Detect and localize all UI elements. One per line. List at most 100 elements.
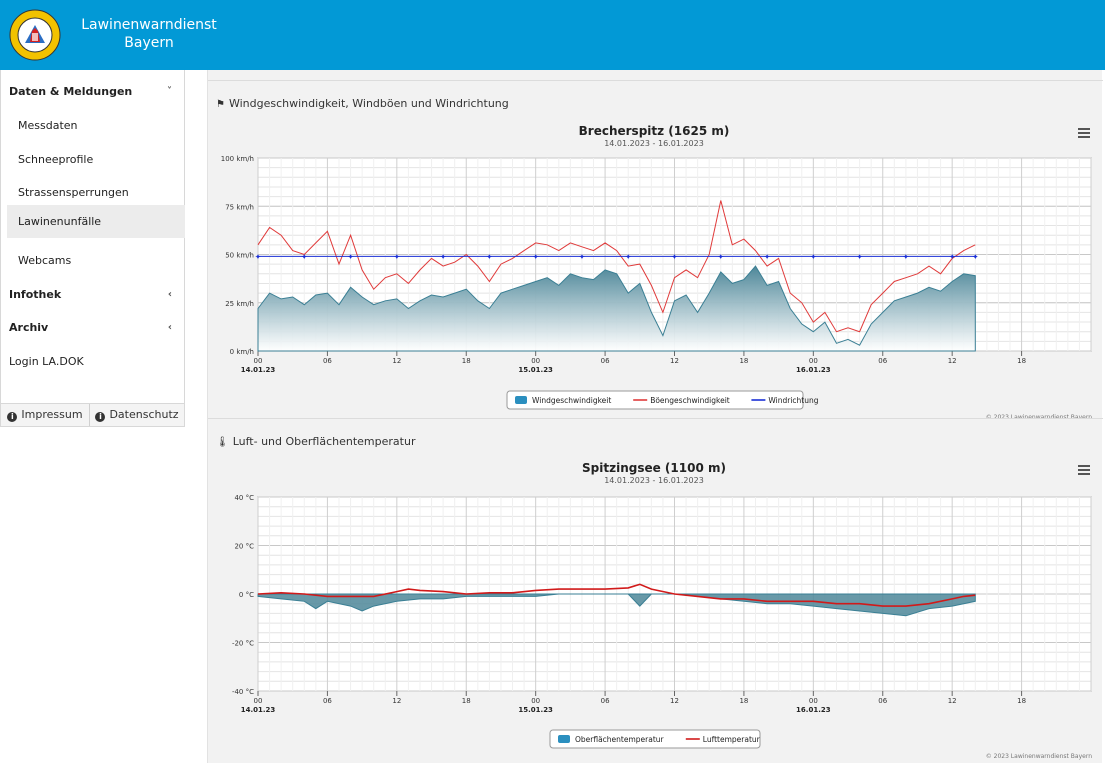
legend-swatch [515, 396, 527, 404]
x-date-label: 14.01.23 [241, 366, 276, 374]
y-tick-label: 75 km/h [225, 203, 254, 211]
sidebar-item-login-ladok[interactable]: Login LA.DOK [1, 345, 184, 378]
wind-direction-marker: ✦ [903, 252, 910, 261]
site-title-line1: Lawinenwarndienst [81, 17, 217, 33]
chart-menu-icon[interactable] [1078, 128, 1090, 138]
y-tick-label: 0 km/h [230, 348, 254, 356]
x-tick-label: 12 [392, 357, 401, 365]
x-date-label: 16.01.23 [796, 706, 831, 714]
lawinenwarndienst-logo[interactable] [9, 9, 61, 61]
x-tick-label: 00 [809, 697, 818, 705]
legend-label: Windgeschwindigkeit [532, 396, 611, 405]
x-date-label: 15.01.23 [518, 706, 553, 714]
series-line-1 [257, 583, 976, 607]
wind-direction-marker: ✦ [972, 252, 979, 261]
wind-direction-marker: ✦ [856, 252, 863, 261]
menu-bar [1078, 465, 1090, 467]
x-tick-label: 12 [948, 697, 957, 705]
chart-title: Brecherspitz (1625 m) [579, 124, 730, 138]
impressum-label: Impressum [21, 408, 83, 421]
sidebar-item-schneeprofile[interactable]: Schneeprofile [1, 143, 184, 176]
sidebar-item-label: Login LA.DOK [9, 355, 84, 368]
sidebar-item-label: Schneeprofile [18, 153, 94, 166]
chart-subtitle: 14.01.2023 - 16.01.2023 [604, 476, 704, 485]
wind-section-title: ⚑ Windgeschwindigkeit, Windböen und Windr… [216, 97, 509, 110]
legend-item[interactable]: Böengeschwindigkeit [633, 396, 730, 405]
x-tick-label: 06 [323, 697, 332, 705]
x-tick-label: 18 [739, 697, 748, 705]
x-tick-label: 00 [254, 697, 263, 705]
wind-section-label: Windgeschwindigkeit, Windböen und Windri… [228, 97, 509, 110]
wind-chart[interactable]: Brecherspitz (1625 m)14.01.2023 - 16.01.… [208, 118, 1101, 418]
sidebar-footer: i Impressum i Datenschutz [1, 403, 184, 426]
wind-direction-marker: ✦ [764, 252, 771, 261]
x-tick-label: 00 [254, 357, 263, 365]
y-tick-label: -20 °C [232, 640, 254, 648]
x-tick-label: 18 [1017, 697, 1026, 705]
x-date-label: 15.01.23 [518, 366, 553, 374]
divider [208, 418, 1103, 419]
sidebar-item-infothek[interactable]: Infothek ‹ [1, 278, 184, 311]
x-tick-label: 06 [601, 697, 610, 705]
x-tick-label: 18 [1017, 357, 1026, 365]
datenschutz-label: Datenschutz [109, 408, 179, 421]
flag-icon: ⚑ [216, 99, 225, 110]
sidebar-item-daten-meldungen[interactable]: Daten & Meldungen ˅ [1, 75, 184, 108]
legend-label: Böengeschwindigkeit [650, 396, 730, 405]
impressum-link[interactable]: i Impressum [1, 404, 90, 426]
y-tick-label: 40 °C [234, 494, 254, 502]
wind-direction-marker: ✦ [255, 252, 262, 261]
x-tick-label: 06 [878, 357, 887, 365]
sidebar-item-lawinenunfaelle[interactable]: Lawinenunfälle [7, 205, 185, 238]
legend-item[interactable]: Oberflächentemperatur [558, 735, 665, 744]
wind-direction-marker: ✦ [810, 252, 817, 261]
series-area-0 [257, 593, 976, 617]
sidebar-item-messdaten[interactable]: Messdaten [1, 109, 184, 142]
x-tick-label: 12 [670, 697, 679, 705]
legend-box [506, 390, 804, 410]
site-title[interactable]: Lawinenwarndienst Bayern [74, 16, 224, 52]
x-tick-label: 00 [809, 357, 818, 365]
wind-direction-marker: ✦ [579, 252, 586, 261]
main-content: ⚑ Windgeschwindigkeit, Windböen und Windr… [207, 70, 1103, 763]
sidebar-item-label: Messdaten [18, 119, 78, 132]
sidebar-item-label: Archiv [9, 321, 49, 334]
menu-bar [1078, 128, 1090, 130]
menu-bar [1078, 473, 1090, 475]
thermometer-icon: 🌡 [216, 437, 229, 448]
chart-title: Spitzingsee (1100 m) [582, 461, 726, 475]
x-tick-label: 06 [878, 697, 887, 705]
wind-direction-marker: ✦ [486, 252, 493, 261]
info-icon: i [7, 412, 18, 422]
chart-menu-icon[interactable] [1078, 465, 1090, 475]
sidebar-item-label: Webcams [18, 254, 72, 267]
menu-bar [1078, 132, 1090, 134]
temperature-chart[interactable]: Spitzingsee (1100 m)14.01.2023 - 16.01.2… [208, 455, 1101, 760]
x-tick-label: 18 [462, 357, 471, 365]
x-tick-label: 18 [462, 697, 471, 705]
x-tick-label: 00 [531, 697, 540, 705]
divider [208, 80, 1103, 81]
wind-direction-marker: ✦ [301, 252, 308, 261]
sidebar-item-archiv[interactable]: Archiv ‹ [1, 311, 184, 344]
sidebar-item-label: Daten & Meldungen [9, 85, 133, 98]
y-tick-label: 20 °C [234, 543, 254, 551]
site-title-line2: Bayern [124, 35, 174, 51]
sidebar-item-label: Lawinenunfälle [18, 215, 102, 228]
legend-item[interactable]: Lufttemperatur [685, 735, 761, 744]
info-icon: i [95, 412, 106, 422]
sidebar-item-webcams[interactable]: Webcams [1, 244, 184, 277]
sidebar-nav: Daten & Meldungen ˅ Messdaten Schneeprof… [0, 70, 185, 427]
sidebar-item-strassensperrungen[interactable]: Strassensperrungen [1, 176, 184, 209]
chart-credit: © 2023 Lawinenwarndienst Bayern [986, 414, 1092, 418]
wind-direction-marker: ✦ [949, 252, 956, 261]
y-tick-label: 100 km/h [221, 155, 254, 163]
legend-swatch [558, 735, 570, 743]
menu-bar [1078, 469, 1090, 471]
legend-item[interactable]: Windgeschwindigkeit [515, 396, 611, 405]
legend-item[interactable]: Windrichtung [751, 396, 819, 405]
x-tick-label: 12 [392, 697, 401, 705]
wind-direction-marker: ✦ [671, 252, 678, 261]
series-line-1 [257, 200, 976, 333]
datenschutz-link[interactable]: i Datenschutz [90, 404, 184, 426]
